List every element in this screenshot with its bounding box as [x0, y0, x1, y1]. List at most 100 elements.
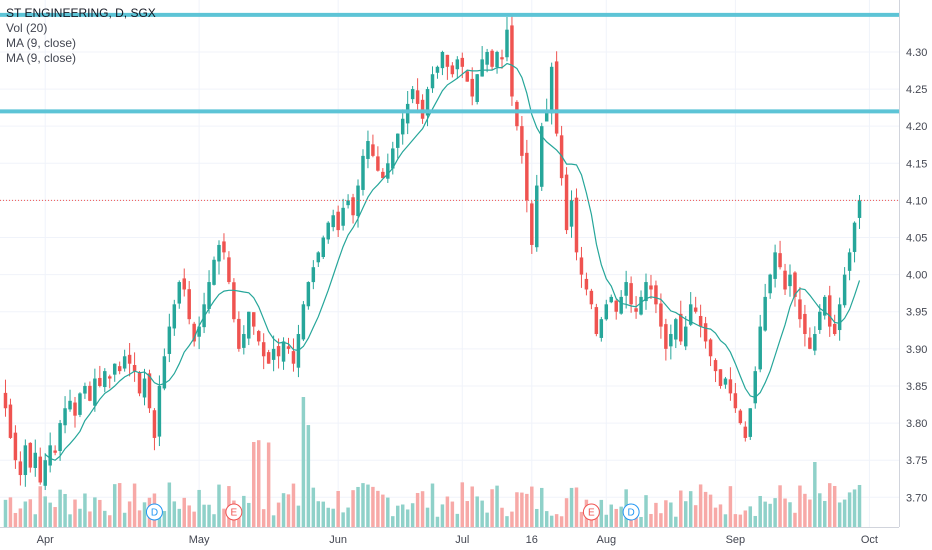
- volume-bar: [778, 485, 782, 527]
- volume-bar: [117, 483, 122, 527]
- candle-body: [495, 51, 499, 68]
- volume-bar: [589, 515, 594, 527]
- price-tick-label: 3.95: [906, 307, 927, 319]
- earnings-marker: [225, 503, 243, 521]
- candle-body: [813, 334, 817, 351]
- candle-body: [197, 326, 201, 337]
- candle-body: [326, 222, 330, 240]
- candle-body: [430, 74, 435, 89]
- candle-body: [723, 378, 728, 385]
- candle-body: [604, 304, 609, 320]
- volume-bar: [271, 515, 276, 527]
- candle-body: [530, 203, 534, 245]
- event-marker-label: E: [231, 508, 238, 519]
- volume-bar: [639, 516, 643, 527]
- volume-bar: [539, 487, 544, 527]
- candle-body: [609, 296, 613, 303]
- candle-body: [187, 289, 191, 320]
- candle-body: [227, 257, 231, 283]
- indicator-ma-2[interactable]: MA (9, close): [6, 51, 77, 65]
- volume-bar: [316, 501, 321, 527]
- volume-bar: [311, 487, 316, 527]
- candle-body: [361, 155, 365, 190]
- candle-body: [271, 348, 276, 360]
- volume-bar: [376, 490, 380, 527]
- volume-bar: [827, 483, 832, 527]
- time-tick-label: 16: [526, 534, 538, 546]
- indicator-volume[interactable]: Vol (20): [6, 21, 48, 35]
- candle-body: [634, 308, 638, 312]
- candle-body: [455, 59, 460, 70]
- volume-bar: [346, 507, 350, 527]
- indicator-ma-1[interactable]: MA (9, close): [6, 36, 77, 50]
- volume-bar: [644, 495, 648, 527]
- candle-body: [157, 385, 162, 437]
- volume-bar: [743, 510, 748, 527]
- volume-bar: [723, 514, 728, 527]
- volume-bar: [187, 505, 191, 527]
- candle-body: [818, 311, 822, 330]
- candle-body: [321, 237, 326, 258]
- volume-bar: [748, 506, 753, 527]
- volume-bar: [435, 516, 440, 527]
- candle-body: [108, 376, 112, 379]
- candle-body: [405, 103, 410, 124]
- volume-bar: [326, 507, 330, 527]
- volume-bar: [8, 497, 13, 527]
- time-axis: AprMayJunJul16AugSepOct16Nov: [0, 527, 899, 550]
- candle-body: [93, 378, 97, 406]
- volume-bar: [28, 499, 33, 527]
- volume-bar: [634, 511, 638, 527]
- volume-bar: [490, 489, 494, 527]
- candle-body: [465, 71, 469, 82]
- volume-bar: [713, 507, 718, 527]
- volume-bar: [763, 501, 767, 527]
- volume-bar: [733, 514, 738, 527]
- volume-bar: [679, 490, 683, 527]
- volume-bar: [391, 516, 395, 527]
- volume-bar: [688, 491, 693, 527]
- candle-body: [217, 244, 221, 262]
- candle-body: [450, 65, 455, 75]
- volume-bar: [569, 487, 574, 527]
- candle-body: [38, 456, 42, 483]
- volume-bar: [252, 442, 256, 527]
- volume-bar: [559, 516, 564, 527]
- candle-body: [718, 369, 723, 386]
- candle-body: [142, 378, 147, 398]
- volume-bar: [415, 492, 420, 527]
- candle-body: [579, 257, 584, 275]
- price-tick-label: 4.25: [906, 84, 927, 96]
- candle-body: [112, 363, 117, 375]
- candle-body: [137, 372, 142, 394]
- candle-body: [147, 373, 152, 409]
- event-marker-label: E: [588, 508, 595, 519]
- volume-bar: [455, 513, 460, 527]
- volume-bar: [321, 501, 326, 527]
- candle-body: [614, 300, 618, 312]
- candle-body: [435, 66, 440, 73]
- volume-bar: [803, 493, 807, 527]
- volume-bar: [247, 502, 251, 527]
- volume-bar: [351, 490, 355, 527]
- candle-body: [539, 126, 544, 187]
- candle-body: [53, 450, 57, 453]
- candle-body: [132, 365, 137, 372]
- candle-body: [679, 313, 683, 342]
- time-tick-label: Jul: [455, 534, 469, 546]
- candle-body: [366, 141, 370, 159]
- candle-body: [510, 25, 514, 97]
- candle-body: [28, 442, 33, 468]
- candle-body: [376, 156, 380, 171]
- volume-bar: [127, 501, 132, 527]
- candle-body: [584, 278, 589, 290]
- candle-body: [33, 452, 38, 468]
- volume-bar: [813, 462, 817, 527]
- volume-bar: [669, 502, 673, 527]
- candle-body: [669, 334, 673, 347]
- volume-bar: [83, 493, 87, 527]
- volume-bar: [162, 511, 167, 527]
- candle-body: [520, 126, 524, 156]
- volume-bar: [520, 492, 524, 527]
